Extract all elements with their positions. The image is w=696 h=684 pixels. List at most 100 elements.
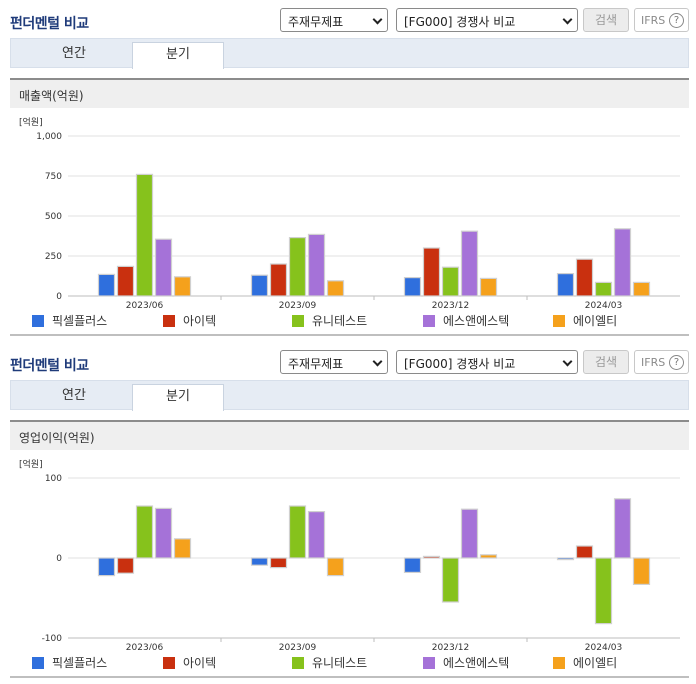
x-tick-label: 2023/06	[126, 301, 164, 308]
comparison-group-select[interactable]: [FG000] 경쟁사 비교	[396, 8, 578, 32]
legend-item[interactable]: 에스앤에스텍	[423, 312, 509, 328]
tab-quarter[interactable]: 분기	[132, 42, 224, 69]
y-tick-label: 250	[45, 252, 62, 262]
tab-annual[interactable]: 연간	[62, 388, 86, 403]
page-title: 펀더멘털 비교	[10, 16, 89, 32]
legend-swatch	[423, 657, 435, 669]
y-tick-label: 1,000	[36, 132, 62, 142]
legend-item[interactable]: 에스앤에스텍	[423, 654, 509, 670]
section-divider	[10, 676, 689, 678]
search-button[interactable]: 검색	[583, 8, 629, 32]
chevron-down-icon	[562, 14, 573, 25]
help-icon: ?	[669, 355, 684, 370]
legend-swatch	[553, 315, 565, 327]
x-tick-label: 2024/03	[585, 301, 622, 308]
bar[interactable]	[575, 258, 594, 297]
bar[interactable]	[154, 507, 173, 559]
bar[interactable]	[326, 557, 345, 577]
bar[interactable]	[460, 508, 479, 559]
legend-swatch	[32, 315, 44, 327]
search-button[interactable]: 검색	[583, 350, 629, 374]
tab-quarter[interactable]: 분기	[132, 384, 224, 411]
bar[interactable]	[422, 555, 441, 559]
ifrs-button[interactable]: IFRS ?	[634, 8, 689, 32]
bar[interactable]	[269, 263, 288, 297]
help-icon: ?	[669, 13, 684, 28]
y-tick-label: 100	[45, 474, 62, 484]
bar[interactable]	[173, 538, 192, 559]
bar[interactable]	[307, 510, 326, 559]
legend-item[interactable]: 픽셀플러스	[32, 654, 107, 670]
bar[interactable]	[97, 557, 116, 577]
statement-type-select[interactable]: 주재무제표	[280, 350, 388, 374]
bar[interactable]	[250, 557, 269, 566]
legend-item[interactable]: 유니테스트	[292, 654, 367, 670]
legend-label: 픽셀플러스	[52, 656, 108, 670]
ifrs-button[interactable]: IFRS ?	[634, 350, 689, 374]
bar[interactable]	[594, 557, 613, 625]
legend-item[interactable]: 아이텍	[163, 654, 216, 670]
legend-label: 픽셀플러스	[52, 314, 108, 328]
bar[interactable]	[441, 266, 460, 297]
bar[interactable]	[135, 505, 154, 559]
legend-item[interactable]: 유니테스트	[292, 312, 367, 328]
bar[interactable]	[460, 230, 479, 297]
bar[interactable]	[154, 238, 173, 297]
bar[interactable]	[135, 173, 154, 297]
operating-profit-bar-chart: [억원] -100 0 100 2023/06 2023/09 2023/12 2024/03	[19, 458, 680, 650]
bar[interactable]	[422, 247, 441, 297]
legend-label: 에이엘티	[573, 314, 618, 328]
ifrs-label: IFRS	[641, 356, 666, 369]
bar[interactable]	[116, 265, 135, 297]
legend-item[interactable]: 에이엘티	[553, 654, 617, 670]
chevron-down-icon	[372, 14, 383, 25]
bar[interactable]	[288, 237, 307, 297]
bar[interactable]	[403, 277, 422, 297]
section-divider	[10, 334, 689, 336]
comparison-group-select[interactable]: [FG000] 경쟁사 비교	[396, 350, 578, 374]
y-axis-unit-label: [억원]	[19, 116, 43, 128]
statement-type-value: 주재무제표	[288, 15, 344, 29]
y-tick-label: 0	[56, 292, 62, 302]
bar[interactable]	[479, 277, 498, 297]
bar[interactable]	[326, 280, 345, 297]
statement-type-select[interactable]: 주재무제표	[280, 8, 388, 32]
legend-item[interactable]: 픽셀플러스	[32, 312, 107, 328]
period-tabbar: 연간 분기	[10, 380, 689, 411]
bar[interactable]	[250, 274, 269, 297]
panel-header: 펀더멘털 비교 주재무제표 [FG000] 경쟁사 비교 검색 IFRS ?	[0, 0, 696, 38]
page-title: 펀더멘털 비교	[10, 358, 89, 374]
y-tick-label: 0	[56, 554, 62, 564]
period-tabbar: 연간 분기	[10, 38, 689, 69]
bar[interactable]	[116, 557, 135, 574]
chart-title: 매출액(억원)	[19, 89, 84, 103]
legend-swatch	[163, 657, 175, 669]
bar[interactable]	[613, 498, 632, 559]
revenue-bar-chart: [억원] 0 250 500 750 1,000 2023/06 2023/09 2023/12…	[19, 116, 680, 308]
bar[interactable]	[479, 554, 498, 559]
comparison-group-value: [FG000] 경쟁사 비교	[404, 15, 516, 29]
chart-section-header: 영업이익(억원)	[10, 420, 689, 450]
operating-profit-panel: 펀더멘털 비교 주재무제표 [FG000] 경쟁사 비교 검색 IFRS ? 연…	[0, 342, 696, 684]
bar[interactable]	[173, 276, 192, 297]
tab-annual[interactable]: 연간	[62, 46, 86, 61]
x-tick-label: 2023/09	[279, 643, 317, 650]
legend-item[interactable]: 에이엘티	[553, 312, 617, 328]
bar[interactable]	[594, 281, 613, 297]
bar[interactable]	[556, 273, 575, 297]
bar[interactable]	[97, 273, 116, 297]
bar[interactable]	[441, 557, 460, 603]
ifrs-label: IFRS	[641, 14, 666, 27]
bar[interactable]	[556, 557, 575, 561]
bar[interactable]	[632, 281, 651, 297]
x-tick-label: 2023/09	[279, 301, 317, 308]
chart-section-header: 매출액(억원)	[10, 78, 689, 108]
bar[interactable]	[575, 545, 594, 559]
bar[interactable]	[269, 557, 288, 569]
bar[interactable]	[613, 228, 632, 297]
bar[interactable]	[307, 233, 326, 297]
bar[interactable]	[288, 505, 307, 559]
legend-item[interactable]: 아이텍	[163, 312, 216, 328]
bar[interactable]	[632, 557, 651, 585]
bar[interactable]	[403, 557, 422, 573]
